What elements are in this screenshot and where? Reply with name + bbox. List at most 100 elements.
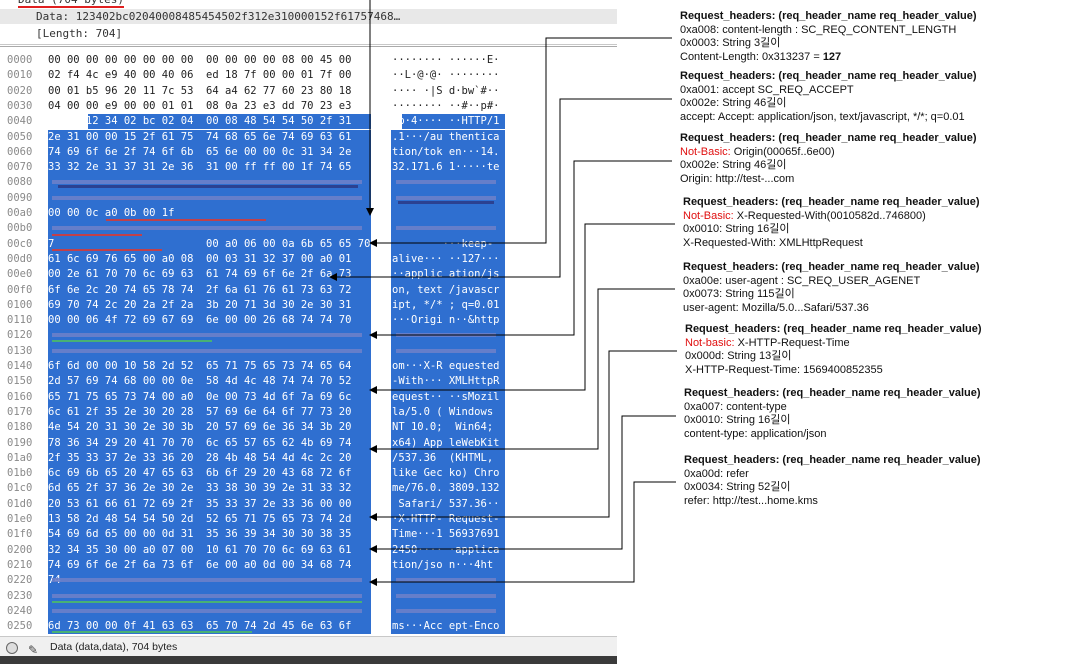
hex-row[interactable]: 0200 32 34 35 30 00 a0 07 00 10 61 70 70 …: [0, 543, 617, 558]
hex-bytes[interactable]: 00 00 06 4f 72 69 67 69 6e 00 00 26 68 7…: [48, 314, 352, 327]
hex-row[interactable]: 0120: [0, 328, 617, 343]
hex-row[interactable]: 00b0: [0, 221, 617, 236]
hex-bytes[interactable]: 4e 54 20 31 30 2e 30 3b 20 57 69 6e 36 3…: [48, 421, 352, 434]
hex-row[interactable]: 0240: [0, 604, 617, 619]
hex-row[interactable]: 00d0 61 6c 69 76 65 00 a0 08 00 03 31 32 …: [0, 252, 617, 267]
hex-bytes[interactable]: 65 71 75 65 73 74 00 a0 0e 00 73 4d 6f 7…: [48, 390, 352, 403]
status-indicator-icon[interactable]: [6, 642, 18, 654]
hex-bytes[interactable]: 74 69 6f 6e 2f 6a 73 6f 6e 00 a0 0d 00 3…: [48, 558, 352, 571]
hex-ascii[interactable]: ·X-HTTP- Request-: [392, 513, 500, 525]
hex-bytes[interactable]: 20 53 61 66 61 72 69 2f 35 33 37 2e 33 3…: [48, 497, 352, 510]
hex-bytes[interactable]: 2d 57 69 74 68 00 00 0e 58 4d 4c 48 74 7…: [48, 375, 352, 388]
hex-row[interactable]: 0070 33 32 2e 31 37 31 2e 36 31 00 ff ff …: [0, 160, 617, 175]
hex-ascii[interactable]: 32.171.6 1·····te: [392, 161, 500, 174]
hex-bytes[interactable]: 61 6c 69 76 65 00 a0 08 00 03 31 32 37 0…: [48, 252, 352, 265]
hex-bytes[interactable]: 69 70 74 2c 20 2a 2f 2a 3b 20 71 3d 30 2…: [48, 298, 352, 311]
hex-row[interactable]: 00f0 6f 6e 2c 20 74 65 78 74 2f 6a 61 76 …: [0, 283, 617, 298]
hex-row[interactable]: 0010 02 f4 4c e9 40 00 40 06 ed 18 7f 00 …: [0, 68, 617, 83]
hex-bytes[interactable]: 6f 6d 00 00 10 58 2d 52 65 71 75 65 73 7…: [48, 360, 352, 372]
hex-ascii[interactable]: ········ ··#··p#·: [392, 99, 500, 112]
hex-row[interactable]: 0210 74 69 6f 6e 2f 6a 73 6f 6e 00 a0 0d …: [0, 558, 617, 573]
hex-ascii[interactable]: NT 10.0; Win64;: [392, 421, 500, 434]
hex-ascii[interactable]: /537.36 (KHTML,: [392, 451, 500, 464]
hex-row[interactable]: 0030 04 00 00 e9 00 00 01 01 08 0a 23 e3 …: [0, 99, 617, 114]
hex-bytes[interactable]: 74 69 6f 6e 2f 74 6f 6b 65 6e 00 00 0c 3…: [48, 145, 352, 158]
hex-bytes[interactable]: 00 2e 61 70 70 6c 69 63 61 74 69 6f 6e 2…: [48, 268, 352, 281]
hex-bytes[interactable]: 00 00 0c a0 0b 00 1f: [48, 207, 175, 219]
hex-row[interactable]: 01e0 13 58 2d 48 54 54 50 2d 52 65 71 75 …: [0, 512, 617, 527]
hex-ascii[interactable]: ···keep-: [392, 237, 494, 250]
hex-ascii[interactable]: me/76.0. 3809.132: [392, 482, 500, 495]
hex-row[interactable]: 0050 2e 31 00 00 15 2f 61 75 74 68 65 6e …: [0, 130, 617, 145]
hex-ascii[interactable]: like Gec ko) Chro: [392, 467, 500, 480]
hex-ascii[interactable]: om···X-R equested: [392, 360, 500, 372]
hex-row[interactable]: 0060 74 69 6f 6e 2f 74 6f 6b 65 6e 00 00 …: [0, 145, 617, 160]
hex-ascii[interactable]: ········ ······E·: [392, 54, 500, 66]
hex-ascii[interactable]: tion/jso n···4ht: [392, 558, 494, 571]
hex-ascii[interactable]: ···· ·|S d·bw`#··: [392, 84, 500, 97]
hex-bytes[interactable]: 32 34 35 30 00 a0 07 00 10 61 70 70 6c 6…: [48, 543, 352, 556]
tree-data-field[interactable]: Data: 123402bc02040008485454502f312e3100…: [0, 9, 617, 24]
hex-ascii[interactable]: Safari/ 537.36··: [392, 497, 500, 510]
annotation-line: 0x0010: String 16길이: [684, 414, 981, 428]
tree-data-header[interactable]: Data (704 bytes): [18, 0, 124, 8]
hex-bytes[interactable]: 04 00 00 e9 00 00 01 01 08 0a 23 e3 dd 7…: [48, 99, 352, 112]
hex-bytes[interactable]: 54 69 6d 65 00 00 0d 31 35 36 39 34 30 3…: [48, 528, 352, 541]
hex-ascii[interactable]: ···Origi n··&http: [392, 314, 500, 327]
hex-bytes[interactable]: 78 36 34 29 20 41 70 70 6c 65 57 65 62 4…: [48, 436, 352, 449]
hex-bytes[interactable]: 00 01 b5 96 20 11 7c 53 64 a4 62 77 60 2…: [48, 84, 352, 97]
hex-ascii[interactable]: on, text /javascr: [392, 283, 500, 296]
hex-bytes[interactable]: 2e 31 00 00 15 2f 61 75 74 68 65 6e 74 6…: [48, 130, 352, 143]
hex-ascii[interactable]: tion/tok en···14.: [392, 145, 500, 158]
hex-row[interactable]: 01c0 6d 65 2f 37 36 2e 30 2e 33 38 30 39 …: [0, 481, 617, 496]
edit-comment-icon[interactable]: ✎: [28, 643, 39, 657]
hex-row[interactable]: 0100 69 70 74 2c 20 2a 2f 2a 3b 20 71 3d …: [0, 298, 617, 313]
hex-ascii[interactable]: la/5.0 ( Windows: [392, 405, 500, 418]
hex-ascii[interactable]: alive··· ··127···: [392, 252, 500, 265]
hex-ascii[interactable]: ms···Acc ept-Enco: [392, 620, 500, 633]
hex-row[interactable]: 0170 6c 61 2f 35 2e 30 20 28 57 69 6e 64 …: [0, 405, 617, 420]
hex-row[interactable]: 0040 dd 70 12 34 02 bc 02 04 00 08 48 54 …: [0, 114, 617, 129]
hex-ascii[interactable]: 2450···· ·applica: [392, 543, 500, 556]
hex-row[interactable]: 01b0 6c 69 6b 65 20 47 65 63 6b 6f 29 20 …: [0, 466, 617, 481]
hex-row[interactable]: 00a0 00 00 0c a0 0b 00 1f: [0, 206, 617, 221]
hex-row[interactable]: 0130: [0, 344, 617, 359]
hex-ascii[interactable]: x64) App leWebKit: [392, 436, 500, 449]
hex-row[interactable]: 0250 6d 73 00 00 0f 41 63 63 65 70 74 2d …: [0, 619, 617, 634]
hex-bytes[interactable]: dd 70 12 34 02 bc 02 04 00 08 48 54 54 5…: [48, 115, 352, 128]
hex-ascii[interactable]: ··L·@·@· ········: [392, 69, 500, 82]
hex-row[interactable]: 0180 4e 54 20 31 30 2e 30 3b 20 57 69 6e …: [0, 420, 617, 435]
hex-ascii[interactable]: -With··· XMLHttpR: [392, 375, 500, 388]
hex-bytes[interactable]: 00 00 00 00 00 00 00 00 00 00 00 00 08 0…: [48, 54, 352, 66]
hex-row[interactable]: 0140 6f 6d 00 00 10 58 2d 52 65 71 75 65 …: [0, 359, 617, 374]
hex-dump-pane[interactable]: 0000 00 00 00 00 00 00 00 00 00 00 00 00 …: [0, 46, 617, 637]
hex-ascii[interactable]: .1···/au thentica: [392, 130, 500, 143]
hex-bytes[interactable]: 6f 6e 2c 20 74 65 78 74 2f 6a 61 76 61 7…: [48, 283, 352, 296]
hex-bytes[interactable]: 6d 73 00 00 0f 41 63 63 65 70 74 2d 45 6…: [48, 620, 352, 633]
hex-bytes[interactable]: 33 32 2e 31 37 31 2e 36 31 00 ff ff 00 1…: [48, 161, 352, 174]
hex-bytes[interactable]: 13 58 2d 48 54 54 50 2d 52 65 71 75 65 7…: [48, 513, 352, 525]
hex-row[interactable]: 0230: [0, 589, 617, 604]
hex-row[interactable]: 00e0 00 2e 61 70 70 6c 69 63 61 74 69 6f …: [0, 267, 617, 282]
hex-bytes[interactable]: 6c 61 2f 35 2e 30 20 28 57 69 6e 64 6f 7…: [48, 405, 352, 418]
hex-row[interactable]: 0000 00 00 00 00 00 00 00 00 00 00 00 00 …: [0, 53, 617, 68]
hex-row[interactable]: 01f0 54 69 6d 65 00 00 0d 31 35 36 39 34 …: [0, 527, 617, 542]
hex-row[interactable]: 01a0 2f 35 33 37 2e 33 36 20 28 4b 48 54 …: [0, 451, 617, 466]
hex-row[interactable]: 0020 00 01 b5 96 20 11 7c 53 64 a4 62 77 …: [0, 84, 617, 99]
hex-bytes[interactable]: 02 f4 4c e9 40 00 40 06 ed 18 7f 00 00 0…: [48, 69, 352, 82]
hex-bytes[interactable]: 6d 65 2f 37 36 2e 30 2e 33 38 30 39 2e 3…: [48, 482, 352, 495]
hex-row[interactable]: 0110 00 00 06 4f 72 69 67 69 6e 00 00 26 …: [0, 313, 617, 328]
hex-ascii[interactable]: equest·· ··sMozil: [392, 390, 500, 403]
hex-ascii[interactable]: ··applic ation/js: [392, 268, 500, 281]
hex-row[interactable]: 0080: [0, 175, 617, 190]
hex-row[interactable]: 0160 65 71 75 65 73 74 00 a0 0e 00 73 4d …: [0, 390, 617, 405]
hex-bytes[interactable]: 2f 35 33 37 2e 33 36 20 28 4b 48 54 4d 4…: [48, 451, 352, 464]
hex-ascii[interactable]: Time···1 56937691: [392, 528, 500, 541]
hex-row[interactable]: 0190 78 36 34 29 20 41 70 70 6c 65 57 65 …: [0, 436, 617, 451]
hex-row[interactable]: 01d0 20 53 61 66 61 72 69 2f 35 33 37 2e …: [0, 497, 617, 512]
hex-ascii[interactable]: ·p·4···· ··HTTP/1: [392, 115, 500, 128]
hex-row[interactable]: 0090: [0, 191, 617, 206]
hex-bytes[interactable]: 6c 69 6b 65 20 47 65 63 6b 6f 29 20 43 6…: [48, 467, 352, 480]
hex-row[interactable]: 0150 2d 57 69 74 68 00 00 0e 58 4d 4c 48 …: [0, 374, 617, 389]
hex-ascii[interactable]: ipt, */* ; q=0.01: [392, 298, 500, 311]
